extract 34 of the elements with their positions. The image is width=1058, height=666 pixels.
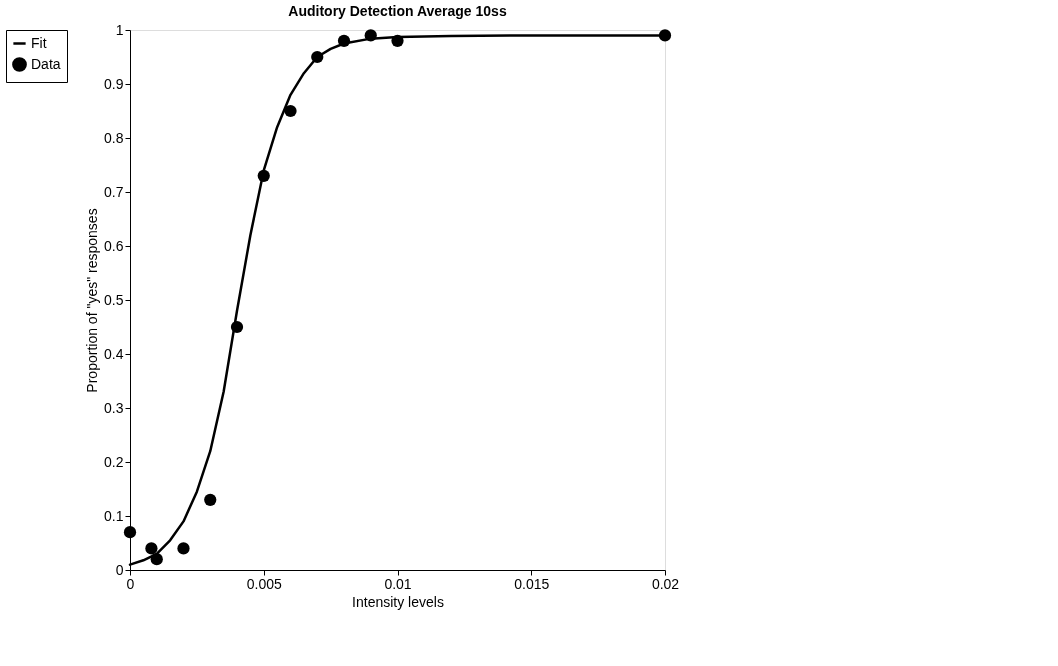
point — [177, 542, 190, 555]
y-tick-label: 0.7 — [104, 183, 124, 200]
point — [658, 29, 672, 42]
x-axis-title: Intensity levels — [352, 593, 444, 610]
y-tick-label: 0.5 — [104, 291, 124, 308]
x-tick-label: 0.005 — [246, 575, 282, 592]
y-tick-label: 0.1 — [104, 507, 124, 524]
y-tick-label: 0.8 — [104, 129, 124, 146]
y-tick-label: 0.9 — [104, 75, 124, 92]
y-tick-label: 0.4 — [104, 345, 124, 362]
legend-label: Data — [31, 55, 61, 72]
point — [257, 169, 270, 182]
y-tick-label: 0.6 — [104, 237, 124, 254]
point — [284, 104, 297, 118]
point — [391, 34, 404, 47]
point — [204, 493, 217, 506]
x-tick-label: 0 — [126, 575, 135, 592]
point — [145, 542, 158, 555]
point — [311, 50, 324, 64]
point — [123, 526, 137, 539]
x-tick-label: 0.02 — [651, 575, 680, 592]
y-tick-label: 0.2 — [104, 453, 124, 470]
y-tick-label: 0 — [115, 561, 124, 578]
point — [364, 29, 377, 42]
y-axis-title: Proportion of "yes" responses — [84, 208, 101, 393]
y-tick-label: 1 — [115, 21, 124, 38]
point — [337, 34, 351, 47]
chart-title: Auditory Detection Average 10ss — [288, 3, 507, 19]
x-tick-label: 0.01 — [384, 575, 412, 592]
x-tick-label: 0.015 — [514, 575, 550, 592]
point — [150, 553, 163, 566]
point — [230, 320, 244, 334]
y-tick-label: 0.3 — [104, 399, 124, 416]
legend-label: Fit — [31, 34, 47, 51]
